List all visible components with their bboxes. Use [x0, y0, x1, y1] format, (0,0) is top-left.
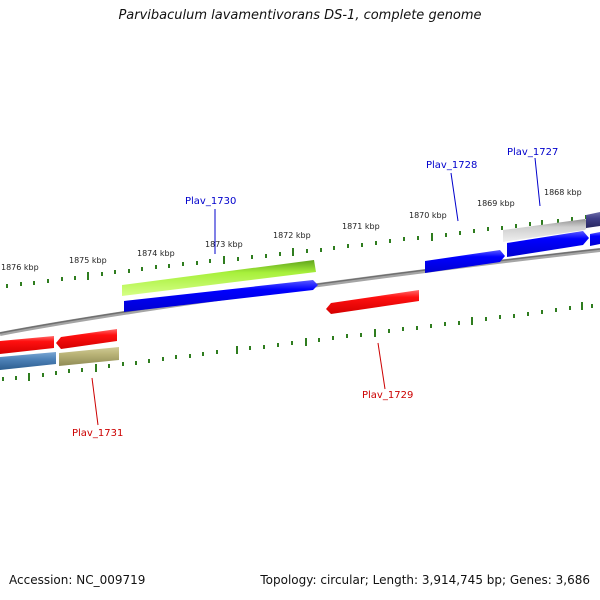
gene-arrow-blue-right-2	[590, 232, 600, 246]
gene-arrow-blue-plav_1730	[124, 280, 318, 312]
gene-arrow-navy-right	[586, 212, 600, 228]
scale-label-1871: 1871 kbp	[342, 222, 380, 231]
scale-major-ticks-top	[87, 220, 543, 280]
genome-title: Parvibaculum lavamentivorans DS-1, compl…	[118, 8, 482, 23]
scale-label-1876: 1876 kbp	[1, 263, 39, 272]
gene-arrow-blue-plav_1728	[425, 250, 505, 273]
accession-footer: Accession: NC_009719	[9, 573, 146, 587]
gene-label-plav_1727: Plav_1727	[507, 147, 558, 158]
gene-label-plav_1728: Plav_1728	[426, 160, 477, 171]
gene-arrow-red-left-edge	[0, 336, 54, 354]
gene-arrow-grey-plav_1727	[503, 219, 590, 242]
scale-label-1874: 1874 kbp	[137, 249, 175, 258]
gene-labels: Plav_1730 Plav_1728 Plav_1727 Plav_1729 …	[72, 147, 558, 439]
gene-features	[0, 212, 600, 370]
gene-arrow-blue-right-1	[507, 231, 589, 257]
scale-bar-top: 1868 kbp 1869 kbp 1870 kbp 1871 kbp 1872…	[1, 188, 587, 288]
gene-label-plav_1729: Plav_1729	[362, 390, 413, 401]
gene-arrow-red-plav_1731	[56, 329, 117, 349]
scale-dots-top	[6, 215, 587, 288]
scale-dots-bottom	[2, 304, 593, 381]
gene-arrow-khaki-left	[59, 347, 119, 366]
gene-label-leaders	[91, 157, 541, 426]
gene-arrow-steel-left-edge	[0, 352, 56, 370]
scale-bar-bottom	[2, 302, 593, 381]
topology-footer: Topology: circular; Length: 3,914,745 bp…	[260, 573, 590, 587]
scale-label-1870: 1870 kbp	[409, 211, 447, 220]
scale-major-ticks-bottom	[28, 302, 583, 381]
scale-label-1873: 1873 kbp	[205, 240, 243, 249]
scale-label-1869: 1869 kbp	[477, 199, 515, 208]
gene-label-plav_1730: Plav_1730	[185, 196, 236, 207]
gene-arrow-green-plav_1730	[122, 260, 316, 296]
scale-label-1872: 1872 kbp	[273, 231, 311, 240]
scale-label-1875: 1875 kbp	[69, 256, 107, 265]
scale-label-1868: 1868 kbp	[544, 188, 582, 197]
gene-label-plav_1731: Plav_1731	[72, 428, 123, 439]
scale-labels-top: 1868 kbp 1869 kbp 1870 kbp 1871 kbp 1872…	[1, 188, 582, 272]
gene-arrow-red-plav_1729	[326, 290, 419, 314]
